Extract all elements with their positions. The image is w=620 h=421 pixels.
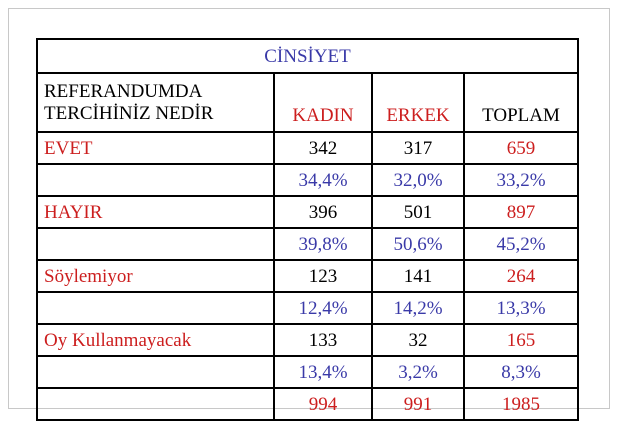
table-row-totals: 994 991 1985 (36, 387, 579, 421)
table-row-oy-kullanmayacak-count: Oy Kullanmayacak 133 32 165 (36, 323, 579, 357)
row-label-empty (36, 387, 275, 421)
table-row-evet-percent: 34,4% 32,0% 33,2% (36, 163, 579, 197)
cell-toplam-percent: 33,2% (463, 163, 579, 197)
column-header-kadin: KADIN (273, 72, 373, 133)
row-label-evet: EVET (36, 131, 275, 165)
cell-toplam-percent: 8,3% (463, 355, 579, 389)
question-header: REFERANDUMDA TERCİHİNİZ NEDİR (36, 72, 275, 133)
table-row-hayir-count: HAYIR 396 501 897 (36, 195, 579, 229)
row-label-hayir: HAYIR (36, 195, 275, 229)
cell-toplam-count: 165 (463, 323, 579, 357)
row-label-soylemiyor: Söylemiyor (36, 259, 275, 293)
cell-erkek-percent: 50,6% (371, 227, 465, 261)
cell-toplam-count: 264 (463, 259, 579, 293)
row-label-empty (36, 355, 275, 389)
table-title: CİNSİYET (36, 38, 579, 74)
cell-erkek-percent: 32,0% (371, 163, 465, 197)
cell-erkek-count: 32 (371, 323, 465, 357)
table-row-oy-kullanmayacak-percent: 13,4% 3,2% 8,3% (36, 355, 579, 389)
cell-kadin-percent: 34,4% (273, 163, 373, 197)
cell-toplam-count: 897 (463, 195, 579, 229)
table-row-evet-count: EVET 342 317 659 (36, 131, 579, 165)
cell-kadin-count: 396 (273, 195, 373, 229)
question-header-line1: REFERANDUMDA (44, 80, 203, 102)
table-row-soylemiyor-percent: 12,4% 14,2% 13,3% (36, 291, 579, 325)
cell-toplam-percent: 13,3% (463, 291, 579, 325)
cell-kadin-percent: 39,8% (273, 227, 373, 261)
cell-kadin-total: 994 (273, 387, 373, 421)
cell-erkek-total: 991 (371, 387, 465, 421)
cell-kadin-count: 342 (273, 131, 373, 165)
cell-erkek-count: 317 (371, 131, 465, 165)
cell-kadin-percent: 12,4% (273, 291, 373, 325)
cell-kadin-percent: 13,4% (273, 355, 373, 389)
cell-kadin-count: 133 (273, 323, 373, 357)
cell-toplam-percent: 45,2% (463, 227, 579, 261)
cell-toplam-total: 1985 (463, 387, 579, 421)
cell-erkek-count: 501 (371, 195, 465, 229)
table-row-soylemiyor-count: Söylemiyor 123 141 264 (36, 259, 579, 293)
row-label-oy-kullanmayacak: Oy Kullanmayacak (36, 323, 275, 357)
table-row-hayir-percent: 39,8% 50,6% 45,2% (36, 227, 579, 261)
cell-erkek-percent: 3,2% (371, 355, 465, 389)
row-label-empty (36, 227, 275, 261)
referendum-gender-table: CİNSİYET REFERANDUMDA TERCİHİNİZ NEDİR K… (36, 38, 579, 421)
question-header-line2: TERCİHİNİZ NEDİR (44, 102, 214, 124)
row-label-empty (36, 163, 275, 197)
row-label-empty (36, 291, 275, 325)
cell-erkek-count: 141 (371, 259, 465, 293)
cell-kadin-count: 123 (273, 259, 373, 293)
column-header-toplam: TOPLAM (463, 72, 579, 133)
cell-toplam-count: 659 (463, 131, 579, 165)
column-header-erkek: ERKEK (371, 72, 465, 133)
cell-erkek-percent: 14,2% (371, 291, 465, 325)
